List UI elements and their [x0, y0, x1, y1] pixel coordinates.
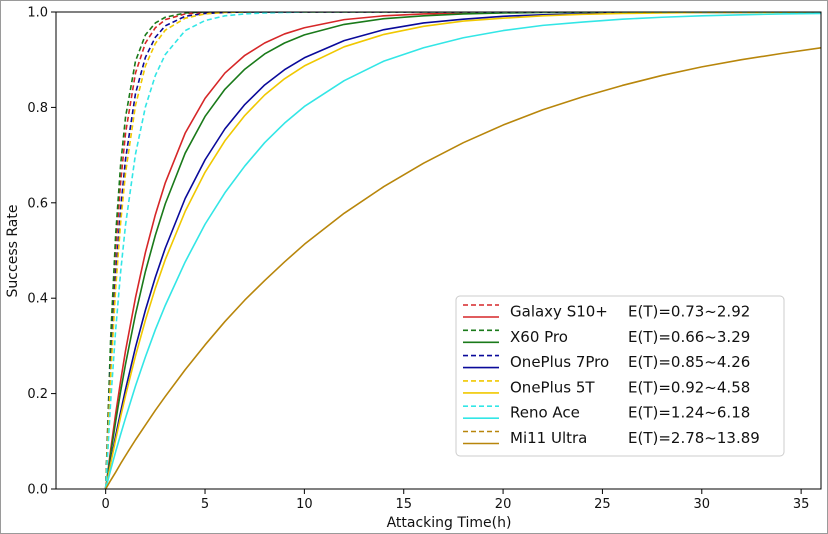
plot-area-border	[55, 11, 822, 490]
legend-expectation-oneplus-7pro: E(T)=0.85~4.26	[628, 353, 750, 371]
x-tick-label: 20	[495, 497, 512, 512]
legend-label-mi11-ultra: Mi11 Ultra	[510, 429, 587, 447]
y-tick-label: 0.8	[27, 101, 48, 116]
series-line-x60-pro-solid	[104, 12, 821, 489]
legend-box	[455, 295, 785, 457]
series-line-x60-pro-dashed	[104, 12, 821, 489]
x-axis-label: Attacking Time(h)	[387, 515, 512, 531]
y-tick-label: 0.6	[27, 196, 48, 211]
legend-expectation-x60-pro: E(T)=0.66~3.29	[628, 328, 750, 346]
series-line-mi11-ultra-solid	[104, 46, 821, 489]
y-axis-label: Success Rate	[5, 205, 21, 298]
y-axis-ticks: 0.0 0.2 0.4 0.6 0.8 1.0	[27, 6, 56, 498]
legend-label-oneplus-7pro: OnePlus 7Pro	[510, 353, 609, 371]
plot-lines	[104, 12, 821, 489]
y-tick-label: 1.0	[27, 6, 48, 21]
series-line-galaxy-s10-solid	[104, 12, 821, 489]
x-tick-label: 30	[694, 497, 711, 512]
series-line-reno-ace-dashed	[104, 12, 821, 489]
legend-label-reno-ace: Reno Ace	[510, 404, 580, 422]
series-line-reno-ace-solid	[104, 12, 821, 489]
x-tick-label: 5	[201, 497, 209, 512]
legend-expectation-reno-ace: E(T)=1.24~6.18	[628, 404, 750, 422]
legend-expectation-mi11-ultra: E(T)=2.78~13.89	[628, 429, 760, 447]
series-line-oneplus-5t-solid	[104, 12, 821, 489]
y-tick-label: 0.2	[27, 387, 48, 402]
legend-expectation-galaxy-s10: E(T)=0.73~2.92	[628, 303, 750, 321]
x-tick-label: 15	[395, 497, 412, 512]
x-tick-label: 0	[102, 497, 110, 512]
legend-label-oneplus-5t: OnePlus 5T	[510, 378, 595, 396]
x-tick-label: 35	[793, 497, 810, 512]
x-axis-ticks: 0 5 10 15 20 25 30 35	[102, 489, 810, 512]
legend-label-x60-pro: X60 Pro	[510, 328, 568, 346]
x-tick-label: 25	[594, 497, 611, 512]
x-tick-label: 10	[296, 497, 313, 512]
y-tick-label: 0.0	[27, 483, 48, 498]
series-line-oneplus-5t-dashed	[104, 12, 821, 489]
legend-expectation-oneplus-5t: E(T)=0.92~4.58	[628, 378, 750, 396]
legend: Galaxy S10+ E(T)=0.73~2.92 X60 Pro E(T)=0.6…	[455, 295, 785, 457]
y-tick-label: 0.4	[27, 292, 48, 307]
legend-label-galaxy-s10: Galaxy S10+	[510, 303, 608, 321]
